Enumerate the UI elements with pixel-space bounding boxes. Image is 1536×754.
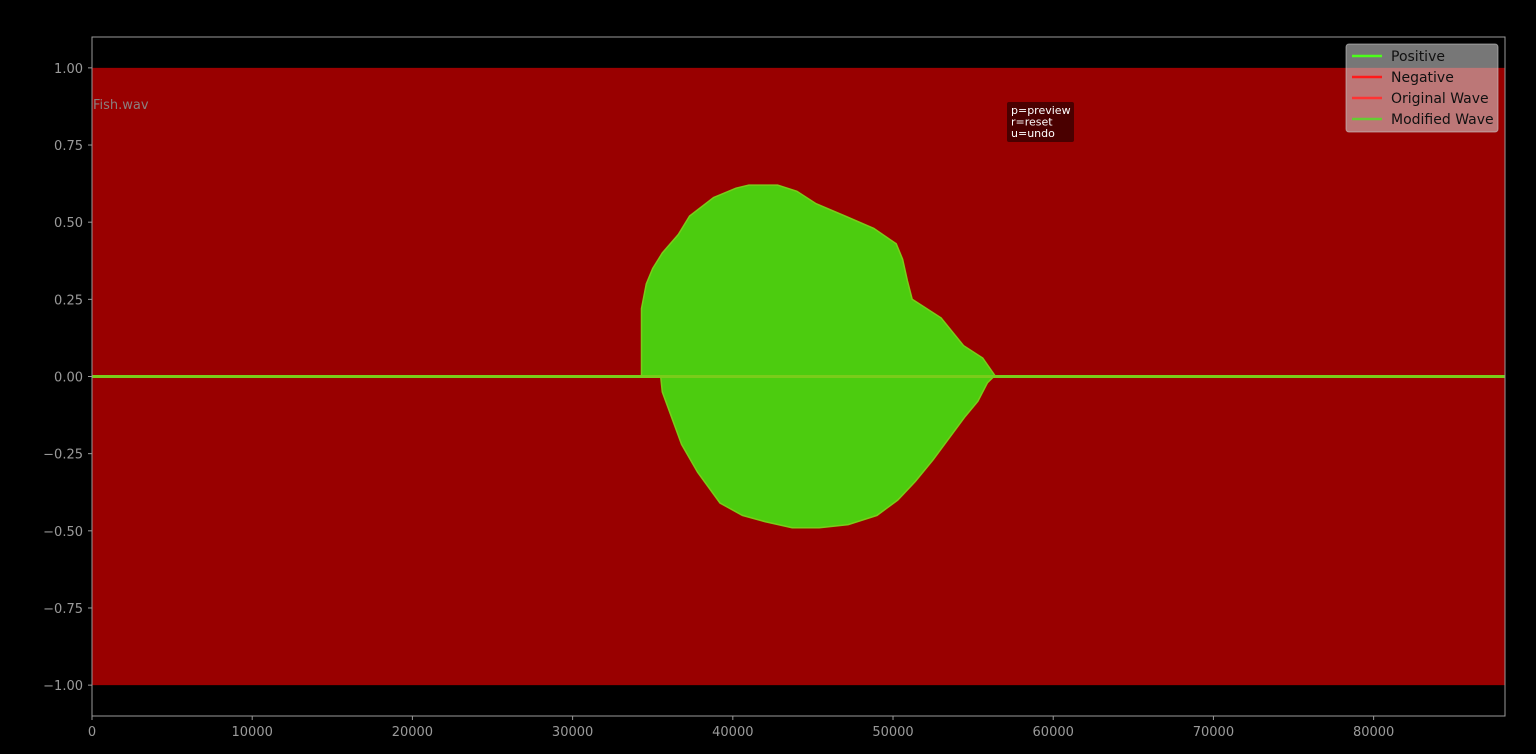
keyboard-hint: p=preview — [1011, 104, 1071, 117]
y-tick-label: 1.00 — [54, 62, 83, 77]
y-tick-label: 0.25 — [54, 293, 83, 308]
file-name-label: Fish.wav — [93, 98, 149, 113]
x-tick-label: 30000 — [552, 725, 593, 740]
y-tick-label: 0.00 — [54, 371, 83, 386]
legend-label: Modified Wave — [1391, 112, 1494, 128]
x-tick-label: 70000 — [1193, 725, 1234, 740]
y-tick-label: −0.25 — [43, 448, 83, 463]
keyboard-hint: u=undo — [1011, 127, 1055, 140]
legend-label: Negative — [1391, 70, 1454, 86]
keyboard-hint: r=reset — [1011, 116, 1053, 129]
legend-label: Original Wave — [1391, 91, 1489, 107]
y-tick-label: −0.50 — [43, 525, 83, 540]
legend-label: Positive — [1391, 49, 1445, 65]
x-tick-label: 80000 — [1353, 725, 1394, 740]
x-tick-label: 10000 — [232, 725, 273, 740]
x-tick-label: 60000 — [1033, 725, 1074, 740]
y-tick-label: 0.75 — [54, 139, 83, 154]
x-tick-label: 0 — [88, 725, 96, 740]
keyboard-hints-background — [1007, 102, 1074, 142]
axes: 0 10000 20000 30000 40000 50000 60000 70000 8000… — [43, 36, 1506, 740]
y-tick-label: −1.00 — [43, 679, 83, 694]
x-tick-label: 20000 — [392, 725, 433, 740]
y-tick-label: −0.75 — [43, 602, 83, 617]
y-tick-label: 0.50 — [54, 216, 83, 231]
plot-area[interactable] — [92, 67, 1505, 686]
legend: Positive Negative Original Wave Modified Wa… — [1345, 43, 1499, 133]
legend-box — [1345, 43, 1499, 133]
x-tick-label: 40000 — [712, 725, 753, 740]
x-tick-label: 50000 — [872, 725, 913, 740]
